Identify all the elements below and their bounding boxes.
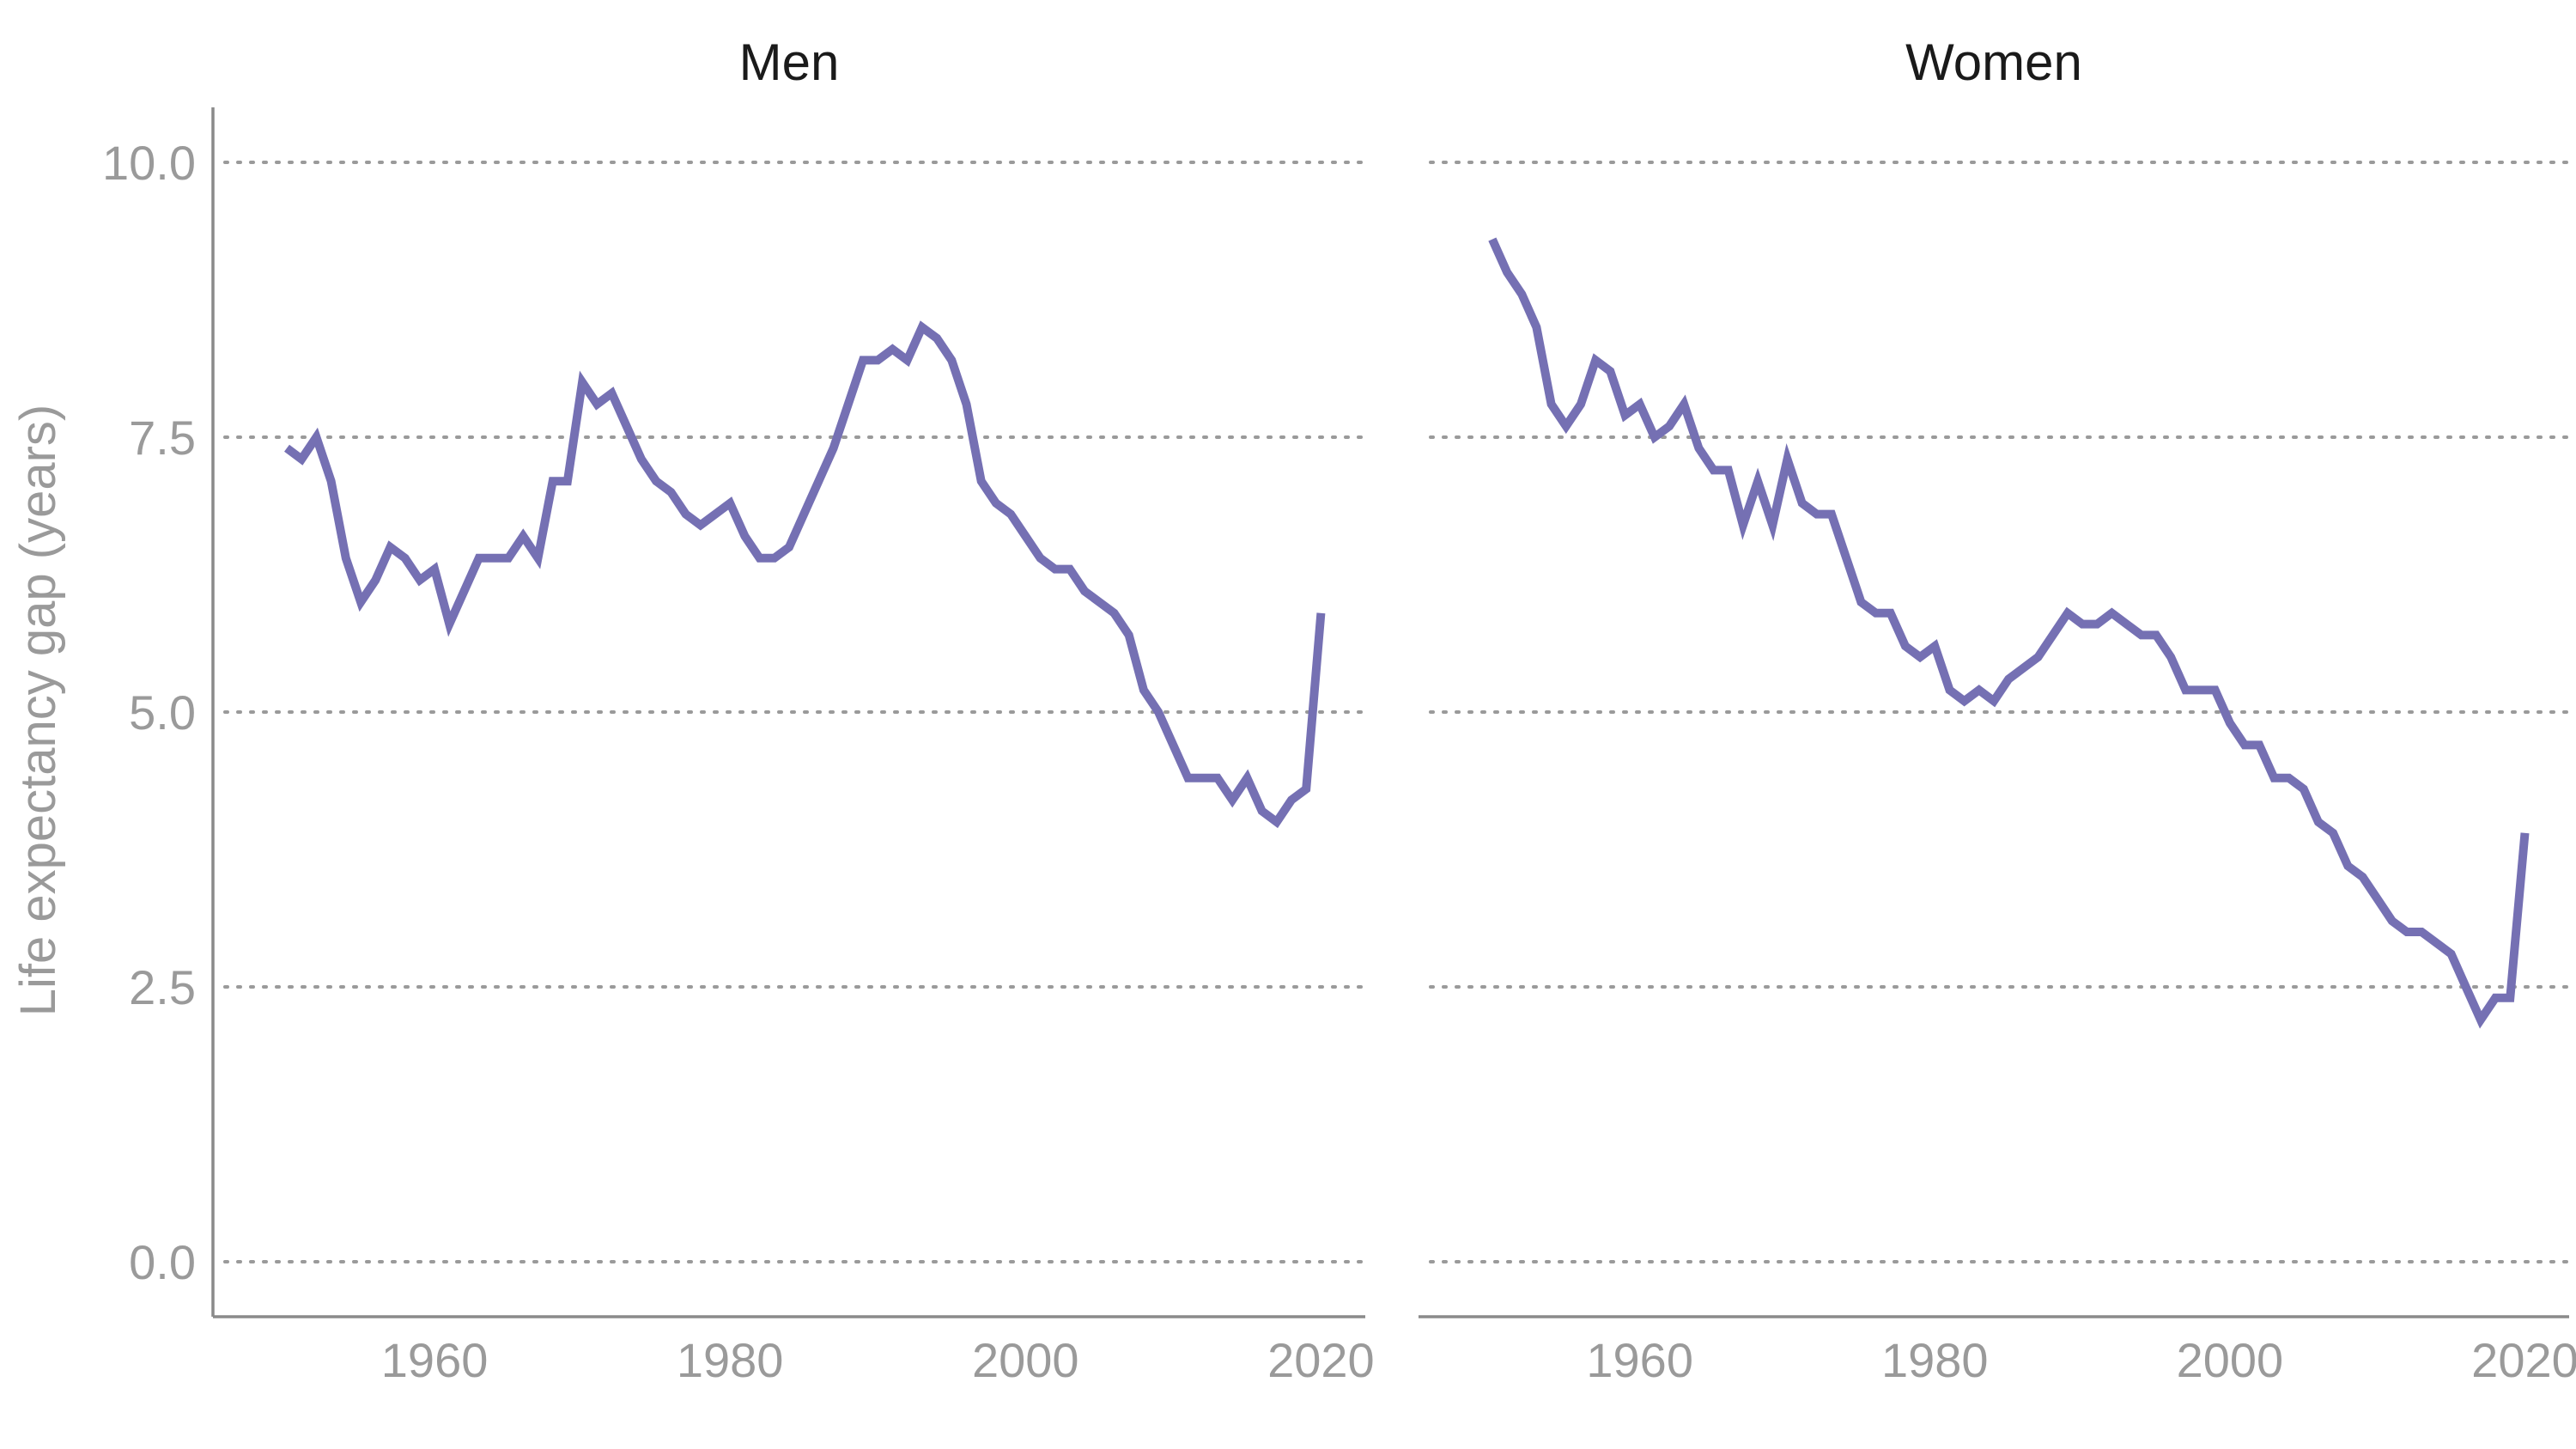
x-tick-label: 1980 [1881, 1333, 1989, 1387]
x-tick-label: 2020 [2471, 1333, 2576, 1387]
x-tick-label: 1960 [1586, 1333, 1693, 1387]
y-tick-label: 0.0 [129, 1235, 196, 1289]
y-axis-title: Life expectancy gap (years) [10, 405, 66, 1016]
y-tick-label: 5.0 [129, 685, 196, 740]
series-line-women [1488, 237, 2530, 1029]
y-tick-label: 10.0 [102, 136, 196, 190]
x-tick-label: 2020 [1267, 1333, 1375, 1387]
panel-title: Women [1905, 33, 2082, 91]
panel-men: Men 0.0 2.5 5.0 7.5 10.0 1960 1980 2000 2020 [102, 33, 1375, 1387]
x-tick-label: 2000 [2177, 1333, 2284, 1387]
x-tick-label: 2000 [972, 1333, 1079, 1387]
y-tick-label: 2.5 [129, 960, 196, 1014]
series-line-men [284, 320, 1326, 829]
y-tick-label: 7.5 [129, 411, 196, 465]
panel-women: Women 1960 1980 2000 2020 [1419, 33, 2576, 1387]
panel-title: Men [739, 33, 840, 91]
x-tick-label: 1960 [381, 1333, 489, 1387]
x-tick-label: 1980 [677, 1333, 784, 1387]
